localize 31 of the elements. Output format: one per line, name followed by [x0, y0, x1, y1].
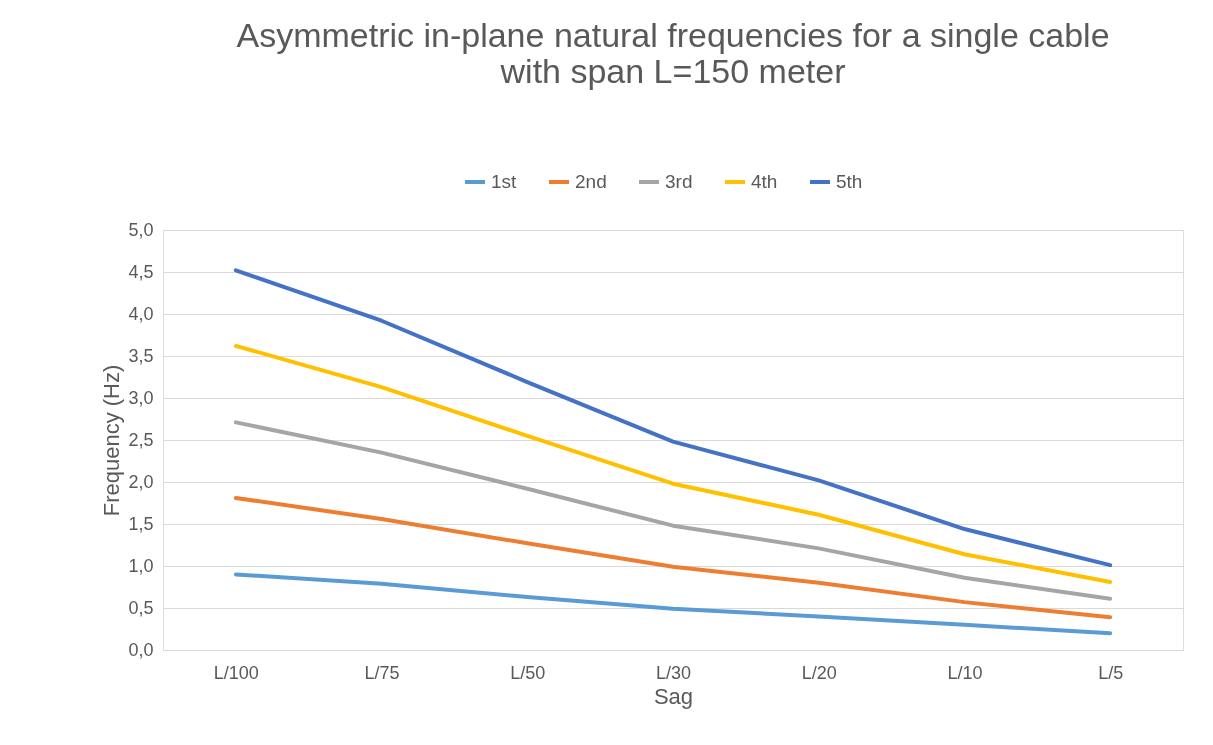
chart-title: Asymmetric in-plane natural frequencies for a single cable with span L=150 meter — [236, 16, 1110, 90]
y-tick-label: 0,5 — [128, 597, 154, 618]
x-tick-label: L/75 — [364, 662, 400, 683]
legend-label: 1st — [491, 171, 518, 192]
y-tick-label: 4,5 — [128, 261, 154, 282]
legend-label: 2nd — [575, 171, 607, 192]
y-tick-label: 3,0 — [128, 387, 154, 408]
y-tick-label: 0,0 — [128, 639, 154, 660]
y-tick-label: 3,5 — [128, 345, 154, 366]
y-tick-label: 2,5 — [128, 429, 154, 450]
x-tick-label: L/30 — [655, 662, 692, 683]
x-axis-title: Sag — [653, 683, 694, 709]
x-tick-label: L/5 — [1098, 662, 1124, 683]
line-series — [233, 420, 1113, 601]
y-tick-label: 2,0 — [128, 471, 154, 492]
x-tick-label: L/20 — [801, 662, 837, 683]
x-tick-label: L/100 — [213, 662, 259, 683]
y-tick-label: 1,5 — [128, 513, 154, 534]
line-series — [233, 268, 1113, 568]
y-tick-label: 1,0 — [128, 555, 154, 576]
line-series — [233, 343, 1113, 584]
y-axis-title: Frequency (Hz) — [99, 364, 125, 517]
x-tick-label: L/50 — [510, 662, 546, 683]
legend-label: 3rd — [665, 171, 693, 192]
y-tick-label: 5,0 — [128, 219, 154, 240]
line-series — [233, 572, 1113, 636]
y-tick-label: 4,0 — [128, 303, 154, 324]
legend-label: 4th — [751, 171, 778, 192]
line-series — [233, 495, 1113, 620]
legend-label: 5th — [836, 171, 863, 192]
x-tick-label: L/10 — [947, 662, 983, 683]
